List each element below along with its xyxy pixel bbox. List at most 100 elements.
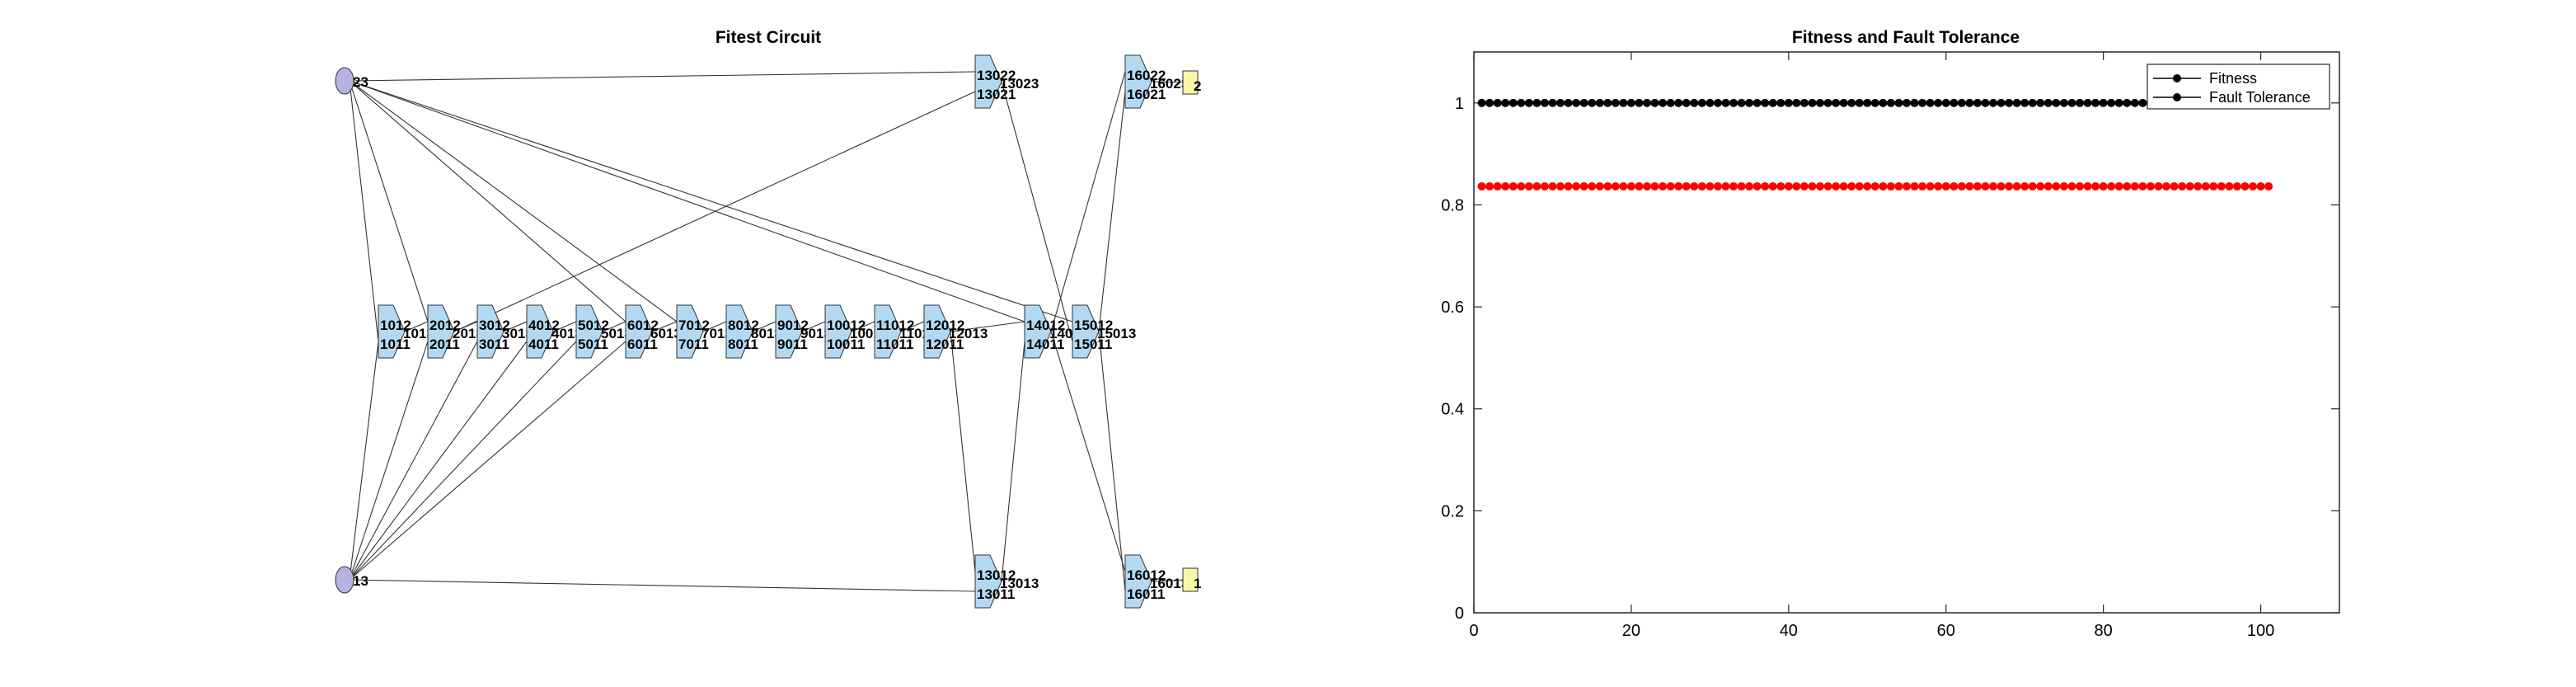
gate-label: 13013 <box>1000 576 1039 591</box>
data-point <box>1768 181 1777 191</box>
gate-label: 4012 <box>528 318 560 333</box>
circuit-wire <box>349 341 429 581</box>
data-point <box>2012 98 2021 107</box>
data-point <box>2083 181 2092 191</box>
data-point <box>1926 98 1935 107</box>
gate-label: 8013 <box>751 326 782 341</box>
data-point <box>1753 98 1762 107</box>
data-point <box>1540 98 1549 107</box>
data-point <box>1674 98 1683 107</box>
data-point <box>1886 98 1895 107</box>
y-tick-label: 0.6 <box>1441 299 1464 317</box>
data-point <box>1823 98 1832 107</box>
chart-title: Fitness and Fault Tolerance <box>1792 28 2020 47</box>
gate-label: 16023 <box>1150 76 1189 92</box>
data-point <box>1737 181 1746 191</box>
data-point <box>2162 181 2170 191</box>
gate-label: 16011 <box>1127 586 1165 602</box>
data-point <box>1997 98 2006 107</box>
circuit-wire <box>1001 341 1025 582</box>
output-node <box>1182 70 1199 95</box>
data-point <box>2209 181 2218 191</box>
data-point <box>1823 181 1832 191</box>
data-point <box>1768 98 1777 107</box>
data-point <box>2028 98 2037 107</box>
data-point <box>1965 98 1974 107</box>
y-tick-label: 0.4 <box>1441 401 1464 419</box>
data-point <box>2005 181 2014 191</box>
gate-label: 13011 <box>977 586 1015 602</box>
circuit-wires <box>349 71 1185 592</box>
data-point <box>1674 181 1683 191</box>
data-point <box>1973 181 1982 191</box>
data-point <box>2249 181 2257 191</box>
y-tick-label: 0 <box>1455 605 1464 623</box>
gate-label: 2013 <box>453 326 484 341</box>
gate-label: 6013 <box>650 326 682 341</box>
data-point <box>1784 181 1793 191</box>
gate-node <box>923 304 951 359</box>
data-point <box>2154 181 2163 191</box>
data-point <box>1761 98 1770 107</box>
data-point <box>2138 181 2147 191</box>
axes-ticks: 0 20 40 60 80 100 0 0.2 0.4 0.6 0.8 1 <box>1441 52 2339 640</box>
data-point <box>1799 98 1809 107</box>
data-point <box>1839 98 1848 107</box>
data-point <box>1619 98 1628 107</box>
gate-label: 13023 <box>1000 76 1039 92</box>
data-point <box>1870 181 1879 191</box>
data-point <box>2201 181 2210 191</box>
plot-area <box>1473 51 2340 614</box>
data-point <box>2130 98 2139 107</box>
data-point <box>2076 181 2084 191</box>
data-point <box>1564 181 1573 191</box>
gate-label: 1013 <box>403 326 434 341</box>
data-point <box>1784 98 1793 107</box>
gate-label: 11011 <box>876 336 913 352</box>
data-point <box>1997 181 2006 191</box>
output-label: 2 <box>1194 78 1201 94</box>
data-point <box>1697 98 1706 107</box>
data-point <box>2178 181 2187 191</box>
data-point <box>1950 98 1959 107</box>
gate-node <box>575 304 603 359</box>
data-point <box>1799 181 1809 191</box>
gate-label: 6012 <box>627 318 659 333</box>
gate-label: 14012 <box>1026 318 1065 333</box>
circuit-wire <box>349 341 528 581</box>
gate-label: 15012 <box>1074 318 1113 333</box>
gate-label: 1011 <box>380 336 411 352</box>
data-point <box>1643 98 1651 107</box>
data-point <box>2091 181 2100 191</box>
circuit-wire <box>349 71 976 82</box>
gate-node <box>427 304 455 359</box>
data-point <box>1485 181 1494 191</box>
gate-node <box>874 304 902 359</box>
data-point <box>1745 98 1754 107</box>
gate-node <box>625 304 653 359</box>
data-point <box>2059 98 2068 107</box>
gate-label: 16013 <box>1150 576 1189 591</box>
data-point <box>1540 181 1549 191</box>
fitness-fault-tolerance-chart: Fitness and Fault Tolerance 0 20 40 60 80 100… <box>1441 28 2340 640</box>
data-point <box>1934 98 1943 107</box>
gate-node <box>1124 54 1152 109</box>
gate-label: 3012 <box>479 318 510 333</box>
gate-label: 11012 <box>876 318 914 333</box>
gate-node <box>775 304 803 359</box>
x-tick-label: 20 <box>1622 622 1640 640</box>
gate-node <box>676 304 704 359</box>
gate-label: 12011 <box>926 336 964 352</box>
gate-node <box>824 304 852 359</box>
data-point <box>1816 98 1824 107</box>
data-point <box>1903 181 1911 191</box>
gate-label: 9012 <box>777 318 809 333</box>
data-point <box>1839 181 1848 191</box>
input-node <box>335 67 354 95</box>
gate-label: 6011 <box>627 336 658 352</box>
circuit-title: Fitest Circuit <box>716 28 821 47</box>
gate-label: 2012 <box>429 318 461 333</box>
gate-node <box>1024 304 1052 359</box>
data-point <box>2170 181 2179 191</box>
